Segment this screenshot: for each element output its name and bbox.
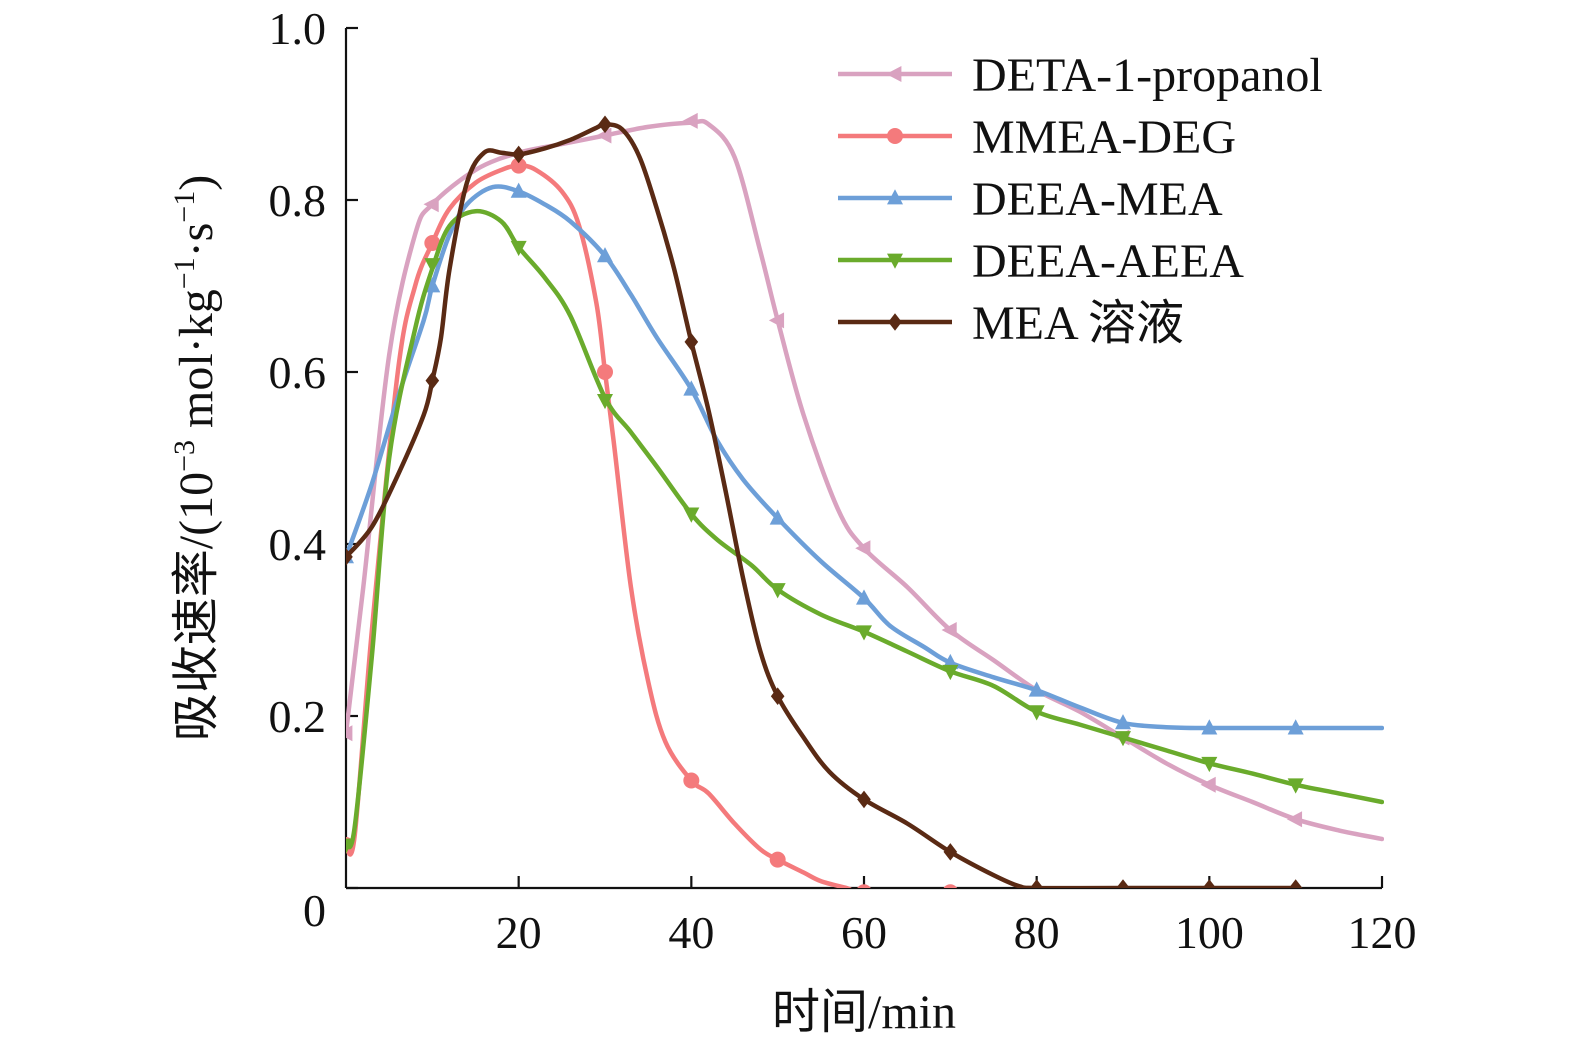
y-tick-label: 0	[303, 885, 326, 936]
data-point-marker	[425, 371, 440, 390]
y-tick-label: 0.2	[269, 691, 327, 742]
x-tick-label: 40	[668, 907, 714, 958]
data-point-marker	[1029, 879, 1044, 888]
legend-label: MMEA-DEG	[972, 111, 1236, 164]
data-point-marker	[511, 145, 526, 164]
x-axis-label: 时间/min	[772, 986, 956, 1039]
y-tick-label: 0.4	[269, 519, 327, 570]
legend-item: DEEA-AEEA	[838, 235, 1244, 288]
data-point-marker	[346, 725, 353, 742]
data-point-marker	[346, 838, 354, 854]
data-point-marker	[1200, 776, 1216, 793]
y-tick-label: 0.8	[269, 175, 327, 226]
y-axis-label-exp2: −1	[168, 257, 201, 289]
y-axis-label-exp1: −3	[168, 440, 201, 472]
x-tick-label: 100	[1175, 907, 1244, 958]
data-point-marker	[684, 333, 699, 351]
data-point-marker	[346, 548, 353, 566]
y-axis-label-mid: mol·kg	[170, 289, 223, 440]
data-point-marker	[1287, 719, 1304, 735]
data-point-marker	[1115, 714, 1131, 730]
data-point-marker	[769, 583, 786, 599]
series-4	[346, 115, 1303, 888]
data-point-marker	[1116, 879, 1130, 888]
y-tick-label: 0.6	[269, 347, 327, 398]
data-point-marker	[596, 127, 612, 144]
data-point-marker	[856, 625, 872, 641]
legend-item: DETA-1-propanol	[838, 49, 1323, 102]
legend-marker	[887, 189, 903, 205]
data-point-marker	[855, 540, 871, 557]
data-point-marker	[424, 258, 441, 274]
y-axis-label-mid2: ·s	[170, 223, 223, 258]
data-point-marker	[424, 277, 441, 293]
x-tick-label: 60	[841, 907, 887, 958]
data-point-marker	[770, 687, 785, 706]
series-layer	[346, 112, 1384, 888]
legend: DETA-1-propanol MMEA-DEG DEEA-MEA DEEA-AEEA…	[838, 49, 1323, 350]
data-point-marker	[683, 507, 700, 523]
legend-label: DETA-1-propanol	[972, 49, 1323, 102]
data-point-marker	[943, 884, 958, 888]
data-point-marker	[1287, 778, 1304, 794]
data-point-marker	[683, 380, 700, 396]
legend-label: MEA 溶液	[972, 297, 1184, 350]
data-point-marker	[597, 247, 613, 263]
legend-marker	[887, 128, 903, 144]
y-axis-label-exp3: −1	[168, 191, 201, 223]
y-ticks: 0 0.2 0.4 0.6 0.8 1.0	[269, 3, 358, 936]
series-line	[346, 118, 1384, 842]
data-point-marker	[424, 235, 441, 251]
data-point-marker	[423, 196, 439, 213]
data-point-marker	[598, 115, 612, 134]
data-point-marker	[769, 509, 786, 525]
data-point-marker	[1028, 681, 1045, 697]
legend-item: DEEA-MEA	[838, 173, 1223, 226]
data-point-marker	[1201, 719, 1218, 735]
data-point-marker	[769, 851, 786, 868]
y-axis-label-suffix: )	[170, 175, 223, 191]
x-ticks: 20 40 60 80 100 120	[496, 876, 1417, 958]
legend-marker	[888, 313, 902, 331]
legend-label: DEEA-MEA	[972, 173, 1223, 226]
legend-marker	[886, 66, 902, 82]
data-point-marker	[941, 622, 957, 638]
legend-marker	[887, 253, 903, 269]
data-point-marker	[942, 664, 959, 681]
data-point-marker	[597, 364, 613, 380]
data-point-marker	[1115, 731, 1131, 747]
x-tick-label: 20	[496, 907, 542, 958]
y-axis-label-prefix: 吸收速率/(10	[170, 472, 223, 741]
y-tick-label: 1.0	[269, 3, 327, 54]
data-point-marker	[510, 157, 527, 174]
data-point-marker	[510, 182, 527, 198]
series-3	[346, 208, 1384, 854]
data-point-marker	[1202, 879, 1217, 888]
data-point-marker	[857, 790, 871, 809]
data-point-marker	[1288, 879, 1303, 888]
axes: 0 0.2 0.4 0.6 0.8 1.0 20 40 60 80 100 120	[269, 3, 1417, 958]
data-point-marker	[1286, 811, 1303, 828]
x-tick-label: 120	[1348, 907, 1417, 958]
data-point-marker	[857, 884, 871, 888]
data-point-marker	[682, 112, 698, 129]
data-point-marker	[1201, 756, 1218, 773]
series-line	[346, 208, 1384, 850]
data-point-marker	[1028, 705, 1045, 721]
data-point-marker	[856, 589, 872, 605]
legend-label: DEEA-AEEA	[972, 235, 1244, 288]
data-point-marker	[683, 772, 700, 789]
legend-item: MMEA-DEG	[838, 111, 1236, 164]
y-axis-label: 吸收速率/(10−3 mol·kg−1·s−1)	[168, 175, 223, 741]
data-point-marker	[943, 843, 958, 861]
x-tick-label: 80	[1014, 907, 1060, 958]
data-point-marker	[597, 393, 613, 410]
data-point-marker	[510, 240, 527, 257]
data-point-marker	[768, 312, 785, 329]
legend-item: MEA 溶液	[838, 297, 1184, 350]
